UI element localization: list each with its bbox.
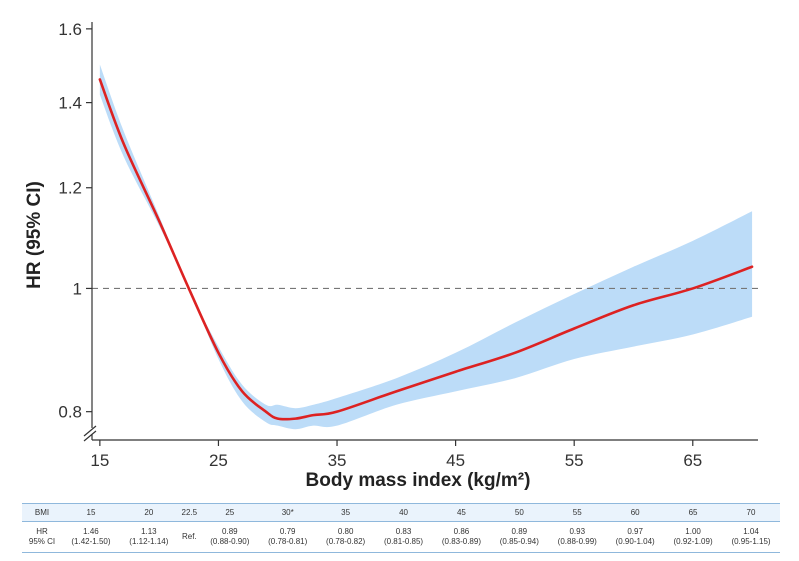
table-cell-hr: 0.79 (0.78-0.81) [258, 521, 317, 553]
table-ci-value: (0.85-0.94) [499, 537, 539, 546]
table-ci-label: 95% CI [28, 537, 56, 546]
table-cell-hr: 0.83 (0.81-0.85) [374, 521, 433, 553]
table-hr-value: 0.83 [395, 527, 412, 536]
table-cell-bmi: 15 [62, 503, 120, 522]
x-tick-label: 55 [565, 451, 584, 470]
table-cell-hr: 1.46 (1.42-1.50) [62, 521, 120, 553]
table-hr-value: 0.97 [627, 527, 643, 536]
table-cell-bmi: 45 [432, 503, 491, 522]
table-cell-bmi: 22.5 [177, 503, 201, 522]
bmi-hr-table: BMI 15 20 22.5 25 30* 35 40 45 50 55 60 65 70 HR 95%… [22, 503, 780, 553]
table-cell-hr: 0.89 (0.88-0.90) [200, 521, 259, 553]
table-hr-value: 1.04 [743, 527, 759, 536]
table-cell-hr: Ref. [177, 521, 201, 553]
confidence-band [99, 64, 753, 430]
table-row-hr: HR 95% CI 1.46 (1.42-1.50) 1.13 (1.12-1.14)… [22, 521, 780, 553]
table-cell-bmi: 70 [722, 503, 780, 522]
y-tick-label: 1.6 [58, 20, 82, 39]
table-ci-value: (0.78-0.81) [268, 537, 308, 546]
table-cell-bmi: 35 [316, 503, 375, 522]
table-hr-value: 0.79 [279, 527, 296, 536]
x-tick-label: 35 [328, 451, 347, 470]
table-ci-value: (0.88-0.90) [210, 537, 250, 546]
table-cell-hr: 0.89 (0.85-0.94) [490, 521, 549, 553]
table-ci-value: (0.88-0.99) [557, 537, 597, 546]
axis-break-mark [83, 430, 97, 442]
axis-break-mark [83, 425, 97, 437]
table-cell-hr: 1.13 (1.12-1.14) [119, 521, 178, 553]
table-cell-bmi: 55 [548, 503, 607, 522]
table-cell-hr: 0.80 (0.78-0.82) [316, 521, 375, 553]
y-tick-label: 1 [73, 279, 82, 298]
table-cell-bmi: 30* [258, 503, 317, 522]
table-hr-value: 0.80 [337, 527, 354, 536]
table-hr-value: 1.13 [141, 527, 157, 536]
hr-curve [98, 78, 754, 421]
table-hr-value: 0.86 [453, 527, 470, 536]
table-cell-hr: 1.04 (0.95-1.15) [722, 521, 780, 553]
table-cell-bmi: 50 [490, 503, 549, 522]
table-cell-hr: 0.93 (0.88-0.99) [548, 521, 607, 553]
y-tick-label: 0.8 [58, 403, 82, 422]
x-tick-label: 45 [446, 451, 465, 470]
x-axis-title: Body mass index (kg/m²) [306, 470, 531, 491]
table-row-label: BMI [22, 503, 62, 522]
y-axis-title: HR (95% CI) [24, 181, 45, 289]
plot-area: 0.8 1 1.2 1.4 1.6 15 25 35 45 55 65 [58, 20, 758, 470]
table-row-label: HR 95% CI [22, 521, 62, 553]
table-ci-value: (0.83-0.89) [441, 537, 481, 546]
y-tick-label: 1.2 [58, 179, 82, 198]
table-cell-bmi: 60 [606, 503, 665, 522]
table-ci-value: (0.90-1.04) [615, 537, 655, 546]
table-cell-bmi: 20 [119, 503, 178, 522]
x-tick-label: 65 [683, 451, 702, 470]
table-hr-value: Ref. [182, 532, 197, 541]
table-hr-value: 0.93 [569, 527, 586, 536]
table-hr-value: 1.46 [83, 527, 99, 536]
table-hr-value: 0.89 [511, 527, 528, 536]
table-cell-hr: 1.00 (0.92-1.09) [664, 521, 723, 553]
table-cell-hr: 0.86 (0.83-0.89) [432, 521, 491, 553]
table-ci-value: (0.78-0.82) [326, 537, 366, 546]
hr-bmi-chart: 0.8 1 1.2 1.4 1.6 15 25 35 45 55 65 HR (95% CI) Bo… [24, 20, 758, 491]
table-hr-value: 0.89 [222, 527, 238, 536]
y-tick-label: 1.4 [58, 94, 82, 113]
table-cell-hr: 0.97 (0.90-1.04) [606, 521, 665, 553]
table-ci-value: (0.81-0.85) [383, 537, 424, 546]
table-ci-value: (1.42-1.50) [71, 537, 111, 546]
table-cell-bmi: 25 [200, 503, 259, 522]
axis-break-mask [84, 428, 98, 434]
table-cell-bmi: 40 [374, 503, 433, 522]
table-ci-value: (0.95-1.15) [731, 537, 771, 546]
x-tick-label: 25 [209, 451, 228, 470]
table-ci-value: (1.12-1.14) [129, 537, 169, 546]
table-cell-bmi: 65 [664, 503, 723, 522]
table-hr-value: 1.00 [685, 527, 701, 536]
table-row-bmi: BMI 15 20 22.5 25 30* 35 40 45 50 55 60 65 70 [22, 503, 780, 522]
x-tick-label: 15 [90, 451, 109, 470]
table-hr-label: HR [36, 527, 48, 536]
table-ci-value: (0.92-1.09) [673, 537, 713, 546]
